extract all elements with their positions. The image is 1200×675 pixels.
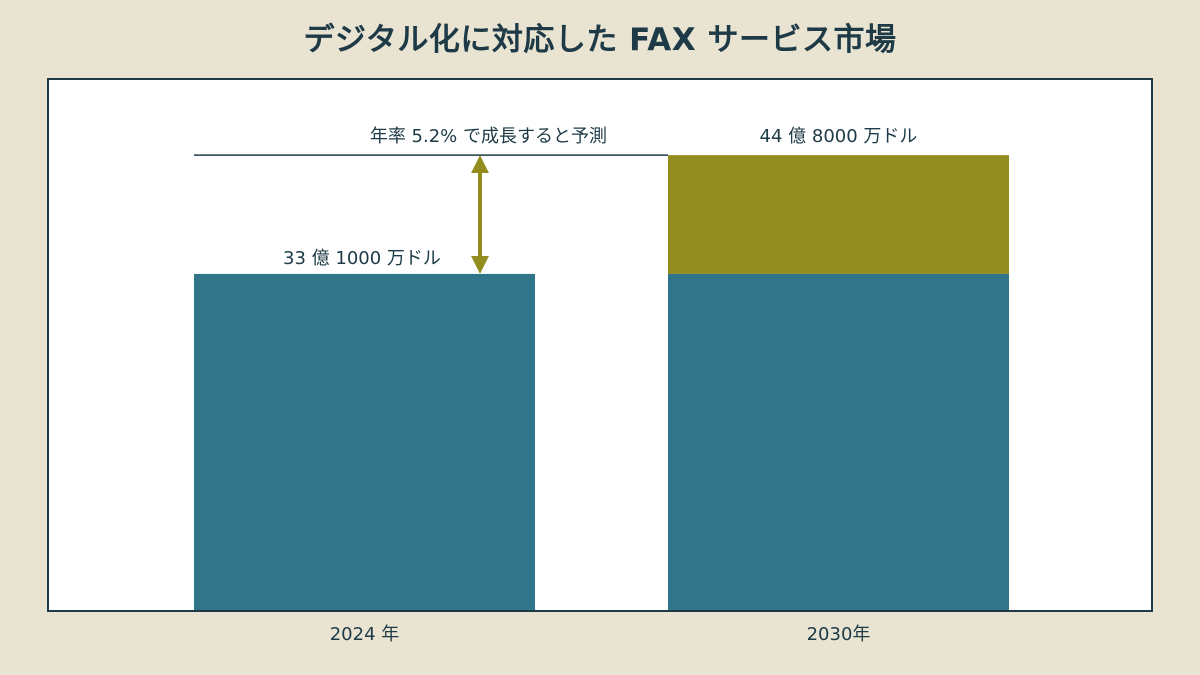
x-tick-label-2030: 2030年	[806, 624, 871, 645]
bar-chart: 33 億 1000 万ドル 44 億 8000 万ドル 年率 5.2% で成長すると…	[194, 126, 1009, 610]
bar-2030年-segment-0	[668, 273, 1009, 610]
plot-area: 33 億 1000 万ドル 44 億 8000 万ドル 年率 5.2% で成長すると…	[47, 78, 1153, 612]
bar-2030年-segment-1	[668, 155, 1009, 274]
chart-title: デジタル化に対応した FAX サービス市場	[303, 22, 897, 58]
data-label-2030: 44 億 8000 万ドル	[760, 126, 918, 147]
growth-annotation: 年率 5.2% で成長すると予測	[370, 126, 607, 147]
x-tick-label-2024: 2024 年	[329, 624, 400, 645]
bar-2024 年-segment-0	[194, 273, 535, 610]
data-label-2024: 33 億 1000 万ドル	[283, 248, 441, 269]
